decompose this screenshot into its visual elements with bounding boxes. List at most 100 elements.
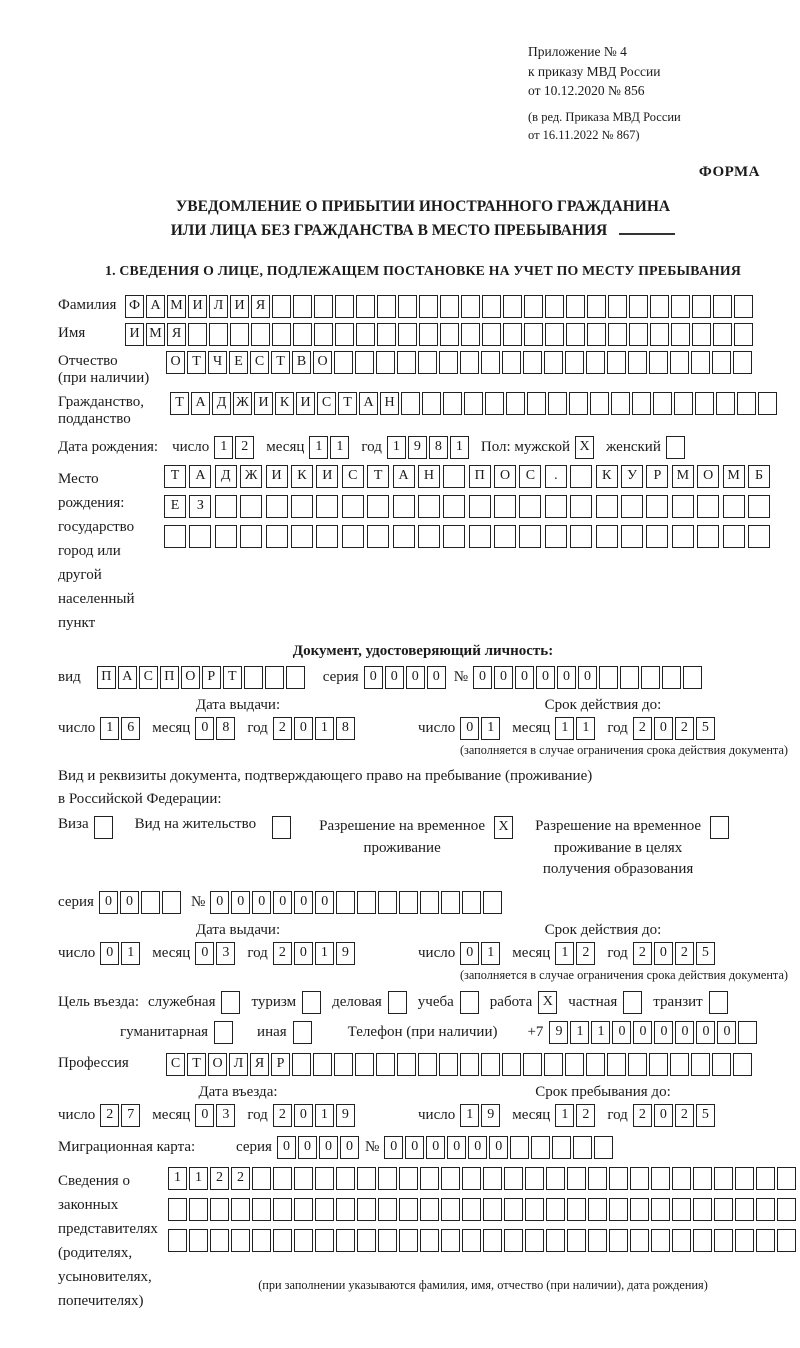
char-cell: [733, 350, 752, 374]
purpose-option: учеба: [418, 991, 481, 1015]
char-cell: 9: [549, 1021, 569, 1045]
char-cell: О: [494, 464, 517, 488]
char-cell: [367, 494, 390, 518]
char-cell: [651, 1229, 670, 1253]
char-cell: [714, 1167, 733, 1191]
char-cell: [399, 1229, 418, 1253]
char-cell: [629, 322, 648, 346]
char-cell: 0: [515, 665, 534, 689]
char-cell: [292, 1021, 312, 1045]
char-cell: [523, 1053, 542, 1077]
char-cell: [420, 1167, 439, 1191]
char-cell: [552, 1136, 572, 1160]
char-cell: [439, 1053, 458, 1077]
char-cell: [737, 391, 756, 415]
purpose-option: иная: [257, 1021, 314, 1045]
char-cell: 8: [335, 716, 355, 740]
char-cell: О: [208, 1053, 227, 1077]
visit-purpose-label: Цель въезда:: [58, 994, 139, 1011]
form-label: ФОРМА: [698, 163, 760, 180]
char-cell: [482, 322, 501, 346]
char-cell: Д: [214, 464, 237, 488]
char-cell: [716, 391, 735, 415]
char-cell: [443, 524, 466, 548]
char-cell: [595, 524, 618, 548]
char-cell: К: [290, 464, 313, 488]
char-cell: [272, 815, 292, 839]
char-cell: П: [159, 665, 179, 689]
char-cell: И: [230, 294, 249, 318]
char-cell: [502, 350, 521, 374]
purpose-option: деловая: [332, 991, 409, 1015]
char-cell: 1: [314, 716, 334, 740]
char-cell: 1: [570, 1021, 590, 1045]
purpose-transit-checkbox: [708, 991, 730, 1015]
char-cell: [273, 1167, 292, 1191]
page-title: УВЕДОМЛЕНИЕ О ПРИБЫТИИ ИНОСТРАННОГО ГРАЖ…: [58, 195, 788, 243]
char-cell: 1: [121, 942, 141, 966]
char-cell: [653, 391, 672, 415]
char-cell: [290, 494, 313, 518]
surname-label: Фамилия: [58, 296, 117, 313]
phone-prefix: +7: [527, 1024, 544, 1041]
char-cell: [756, 1167, 775, 1191]
char-cell: 2: [210, 1167, 229, 1191]
purpose-humanitarian-checkbox: [214, 1021, 235, 1045]
char-cell: [294, 1167, 313, 1191]
char-cell: 1: [576, 716, 596, 740]
stay-until-heading: Срок пребывания до:: [535, 1084, 671, 1101]
char-cell: 0: [273, 891, 293, 915]
char-cell: С: [317, 391, 336, 415]
char-cell: 1: [100, 716, 120, 740]
char-cell: Т: [338, 391, 357, 415]
residence-options-row: Виза Вид на жительство Разрешение на вре…: [58, 815, 788, 881]
residence-permit-checkbox: [272, 815, 293, 839]
char-cell: [503, 294, 522, 318]
char-cell: Ж: [240, 464, 263, 488]
char-cell: [293, 294, 312, 318]
char-cell: [378, 891, 398, 915]
char-cell: [243, 665, 263, 689]
patronymic-label: Отчество (при наличии): [58, 351, 166, 387]
section1-heading: 1. СВЕДЕНИЯ О ЛИЦЕ, ПОДЛЕЖАЩЕМ ПОСТАНОВК…: [104, 262, 742, 278]
representatives-note: (при заполнении указываются фамилия, имя…: [258, 1278, 708, 1293]
char-cell: [548, 391, 567, 415]
char-cell: 0: [195, 1104, 215, 1128]
char-cell: 2: [674, 942, 694, 966]
char-cell: У: [621, 464, 644, 488]
char-cell: 0: [653, 1104, 673, 1128]
char-cell: [504, 1198, 523, 1222]
birth-date-label: Дата рождения:: [58, 438, 159, 455]
char-cell: [693, 1167, 712, 1191]
char-cell: [231, 1198, 250, 1222]
char-cell: О: [697, 464, 720, 488]
char-cell: Я: [167, 322, 186, 346]
char-cell: Л: [229, 1053, 248, 1077]
char-cell: [670, 1053, 689, 1077]
char-cell: [315, 1167, 334, 1191]
char-cell: [398, 294, 417, 318]
char-cell: [272, 322, 291, 346]
char-cell: З: [189, 494, 212, 518]
char-cell: С: [341, 464, 364, 488]
char-cell: [399, 1167, 418, 1191]
purpose-tourism-checkbox: [302, 991, 323, 1015]
residence-intro-1: Вид и реквизиты документа, подтверждающе…: [58, 767, 593, 784]
char-cell: 1: [449, 435, 469, 459]
sex-male-checkbox: X: [575, 435, 596, 459]
char-cell: [620, 665, 639, 689]
appendix-line: Приложение № 4: [528, 44, 627, 59]
char-cell: [665, 435, 685, 459]
char-cell: [714, 1198, 733, 1222]
representatives-boxes-2: [168, 1198, 798, 1222]
